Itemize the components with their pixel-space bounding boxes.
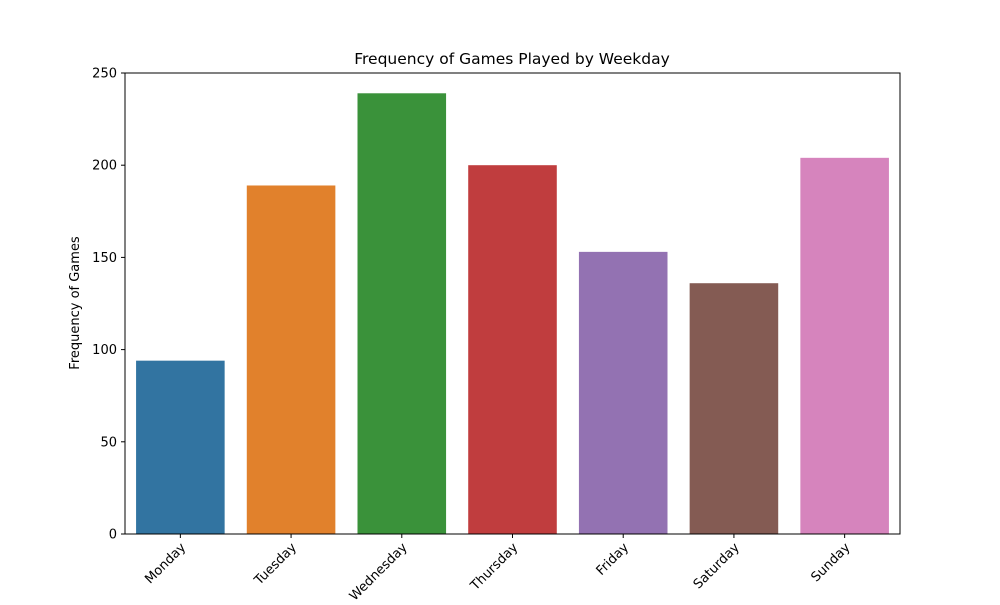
y-axis: 0 50 100 150 200 250 (92, 67, 125, 543)
bar-saturday (689, 283, 779, 534)
y-tick-label: 100 (92, 343, 117, 358)
chart-title: Frequency of Games Played by Weekday (354, 50, 670, 68)
x-tick-label: Sunday (808, 540, 853, 585)
x-tick-label: Saturday (691, 540, 743, 592)
x-axis: Monday Tuesday Wednesday Thursday Friday Satu… (142, 534, 854, 604)
bar-thursday (468, 165, 557, 534)
x-tick-label: Tuesday (251, 540, 300, 589)
bar-friday (578, 251, 668, 535)
y-tick-label: 200 (92, 159, 117, 174)
y-axis-label: Frequency of Games (68, 236, 83, 370)
plot-frame (124, 72, 901, 535)
bar-sunday (800, 157, 889, 534)
bars-group (136, 93, 889, 535)
x-tick-label: Wednesday (347, 540, 411, 600)
bar-monday (136, 360, 225, 534)
y-tick-label: 150 (92, 251, 117, 266)
bar-tuesday (246, 185, 336, 534)
y-tick-label: 250 (92, 67, 117, 82)
x-tick-label: Thursday (467, 540, 521, 594)
y-tick-label: 0 (109, 528, 117, 543)
y-tick-label: 50 (100, 435, 117, 450)
x-tick-label: Monday (142, 540, 189, 587)
bar-wednesday (357, 93, 447, 534)
x-tick-label: Friday (594, 540, 633, 579)
